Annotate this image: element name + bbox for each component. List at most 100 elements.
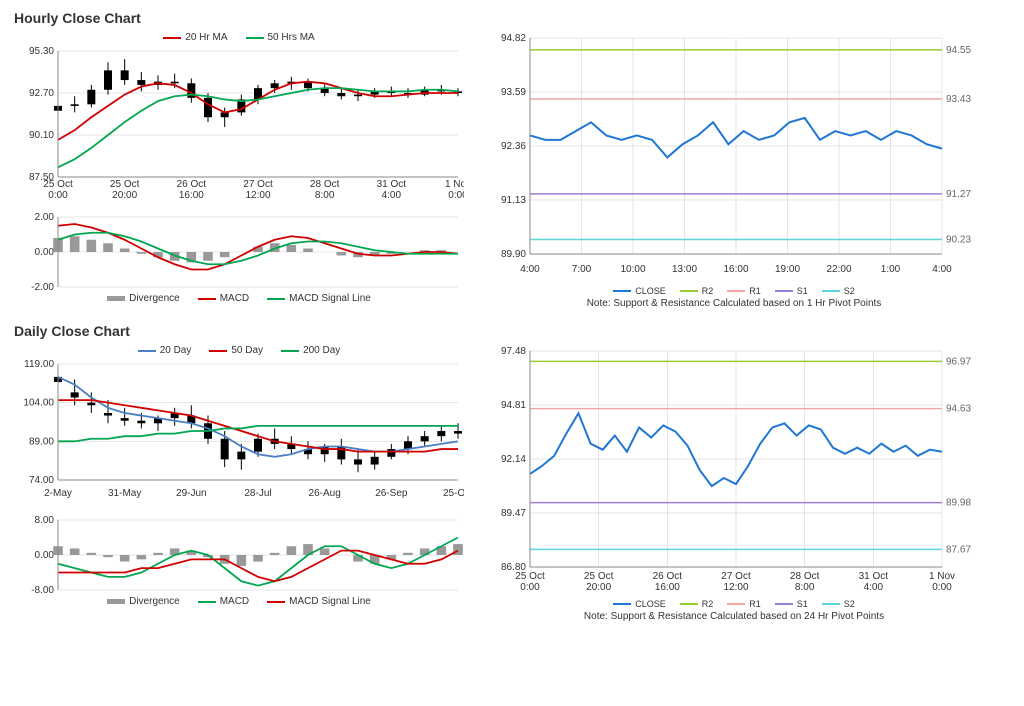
svg-text:-2.00: -2.00 (31, 282, 54, 291)
hourly-sr-chart: 89.9091.1392.3693.5994.824:007:0010:0013… (484, 32, 984, 284)
svg-text:25 Oct: 25 Oct (515, 571, 545, 582)
hourly-sr-legend: CLOSER2R1S1S2 (484, 286, 984, 296)
legend-item: Divergence (107, 596, 180, 607)
svg-text:89.90: 89.90 (501, 249, 526, 260)
legend-item: S2 (822, 286, 855, 296)
svg-text:10:00: 10:00 (620, 264, 645, 275)
svg-text:91.13: 91.13 (501, 195, 526, 206)
svg-text:1 Nov: 1 Nov (445, 179, 464, 190)
legend-item: R2 (680, 599, 714, 609)
svg-text:25 Oct: 25 Oct (110, 179, 140, 190)
dashboard: Hourly Close Chart 20 Hr MA 50 Hrs MA 87.… (0, 0, 1024, 646)
svg-text:31 Oct: 31 Oct (859, 571, 889, 582)
svg-text:26 Oct: 26 Oct (177, 179, 207, 190)
svg-text:13:00: 13:00 (672, 264, 697, 275)
legend-item: S1 (775, 286, 808, 296)
svg-text:0:00: 0:00 (932, 582, 952, 593)
svg-text:1:00: 1:00 (881, 264, 901, 275)
svg-text:16:00: 16:00 (179, 190, 204, 201)
svg-text:94.82: 94.82 (501, 33, 526, 44)
svg-text:25-Oct: 25-Oct (443, 488, 464, 499)
svg-text:12:00: 12:00 (723, 582, 748, 593)
svg-text:8:00: 8:00 (315, 190, 335, 201)
legend-item: MACD Signal Line (267, 596, 371, 607)
hourly-macd-chart: -2.000.002.00 (14, 213, 464, 291)
hourly-sr-note: Note: Support & Resistance Calculated ba… (484, 298, 984, 309)
legend-item: 50 Day (209, 345, 263, 356)
hourly-price-legend: 20 Hr MA 50 Hrs MA (14, 32, 464, 43)
svg-text:74.00: 74.00 (29, 475, 54, 486)
svg-text:0.00: 0.00 (35, 550, 55, 561)
hourly-left-column: 20 Hr MA50 Hrs MA 87.5090.1092.7095.3025… (14, 32, 464, 309)
svg-text:0.00: 0.00 (35, 247, 55, 258)
legend-item: 20 Hr MA (163, 32, 227, 43)
legend-label: 20 Day (160, 345, 192, 356)
hourly-right-column: 89.9091.1392.3693.5994.824:007:0010:0013… (484, 32, 984, 309)
legend-label: MACD (220, 596, 249, 607)
legend-label: MACD Signal Line (289, 596, 371, 607)
daily-left-column: 20 Day 50 Day 200 Day 74.0089.00104.00119.… (14, 345, 464, 622)
legend-item: MACD (198, 596, 249, 607)
svg-text:0:00: 0:00 (520, 582, 540, 593)
svg-text:90.10: 90.10 (29, 130, 54, 141)
daily-price-chart: 74.0089.00104.00119.002-May31-May29-Jun2… (14, 358, 464, 508)
hourly-price-chart: 87.5090.1092.7095.3025 Oct0:0025 Oct20:0… (14, 45, 464, 205)
svg-text:8:00: 8:00 (795, 582, 815, 593)
legend-label: 50 Hrs MA (268, 32, 315, 43)
legend-label: R1 (749, 286, 761, 296)
svg-text:0:00: 0:00 (48, 190, 68, 201)
legend-item: R1 (727, 599, 761, 609)
legend-label: S2 (844, 599, 855, 609)
svg-text:92.14: 92.14 (501, 454, 526, 465)
svg-text:89.98: 89.98 (946, 498, 971, 509)
legend-label: MACD (220, 293, 249, 304)
legend-label: S1 (797, 599, 808, 609)
legend-label: 20 Hr MA (185, 32, 227, 43)
svg-text:87.67: 87.67 (946, 544, 971, 555)
legend-label: 200 Day (303, 345, 340, 356)
legend-item: CLOSE (613, 599, 666, 609)
svg-text:0:00: 0:00 (448, 190, 464, 201)
legend-item: 50 Hrs MA (246, 32, 315, 43)
legend-label: R2 (702, 599, 714, 609)
legend-label: Divergence (129, 293, 180, 304)
svg-text:25 Oct: 25 Oct (43, 179, 73, 190)
daily-sr-note: Note: Support & Resistance Calculated ba… (484, 611, 984, 622)
daily-price-legend: 20 Day 50 Day 200 Day (14, 345, 464, 356)
svg-text:89.47: 89.47 (501, 508, 526, 519)
svg-text:27 Oct: 27 Oct (243, 179, 273, 190)
legend-label: 50 Day (231, 345, 263, 356)
daily-section: Daily Close Chart 20 Day 50 Day 200 Day 74… (14, 323, 1010, 622)
svg-text:26-Aug: 26-Aug (309, 488, 341, 499)
legend-label: MACD Signal Line (289, 293, 371, 304)
legend-item: 20 Day (138, 345, 192, 356)
daily-title: Daily Close Chart (14, 323, 1010, 339)
svg-text:94.55: 94.55 (946, 45, 971, 56)
svg-text:26 Oct: 26 Oct (653, 571, 683, 582)
daily-right-column: 86.8089.4792.1494.8197.4825 Oct0:0025 Oc… (484, 345, 984, 622)
legend-item: S2 (822, 599, 855, 609)
svg-text:4:00: 4:00 (520, 264, 540, 275)
svg-text:8.00: 8.00 (35, 516, 55, 526)
svg-text:95.30: 95.30 (29, 46, 54, 57)
svg-text:28 Oct: 28 Oct (790, 571, 820, 582)
legend-item: 200 Day (281, 345, 340, 356)
legend-item: MACD (198, 293, 249, 304)
daily-sr-chart: 86.8089.4792.1494.8197.4825 Oct0:0025 Oc… (484, 345, 984, 597)
svg-text:28-Jul: 28-Jul (244, 488, 271, 499)
hourly-title: Hourly Close Chart (14, 10, 1010, 26)
daily-macd-chart: -8.000.008.00 (14, 516, 464, 594)
svg-text:4:00: 4:00 (932, 264, 952, 275)
svg-text:1 Nov: 1 Nov (929, 571, 955, 582)
svg-text:94.81: 94.81 (501, 400, 526, 411)
legend-item: MACD Signal Line (267, 293, 371, 304)
svg-text:104.00: 104.00 (23, 398, 54, 409)
svg-text:93.59: 93.59 (501, 87, 526, 98)
svg-text:16:00: 16:00 (723, 264, 748, 275)
legend-item: S1 (775, 599, 808, 609)
svg-text:92.36: 92.36 (501, 141, 526, 152)
svg-text:16:00: 16:00 (655, 582, 680, 593)
legend-label: Divergence (129, 596, 180, 607)
svg-text:22:00: 22:00 (826, 264, 851, 275)
svg-text:19:00: 19:00 (775, 264, 800, 275)
